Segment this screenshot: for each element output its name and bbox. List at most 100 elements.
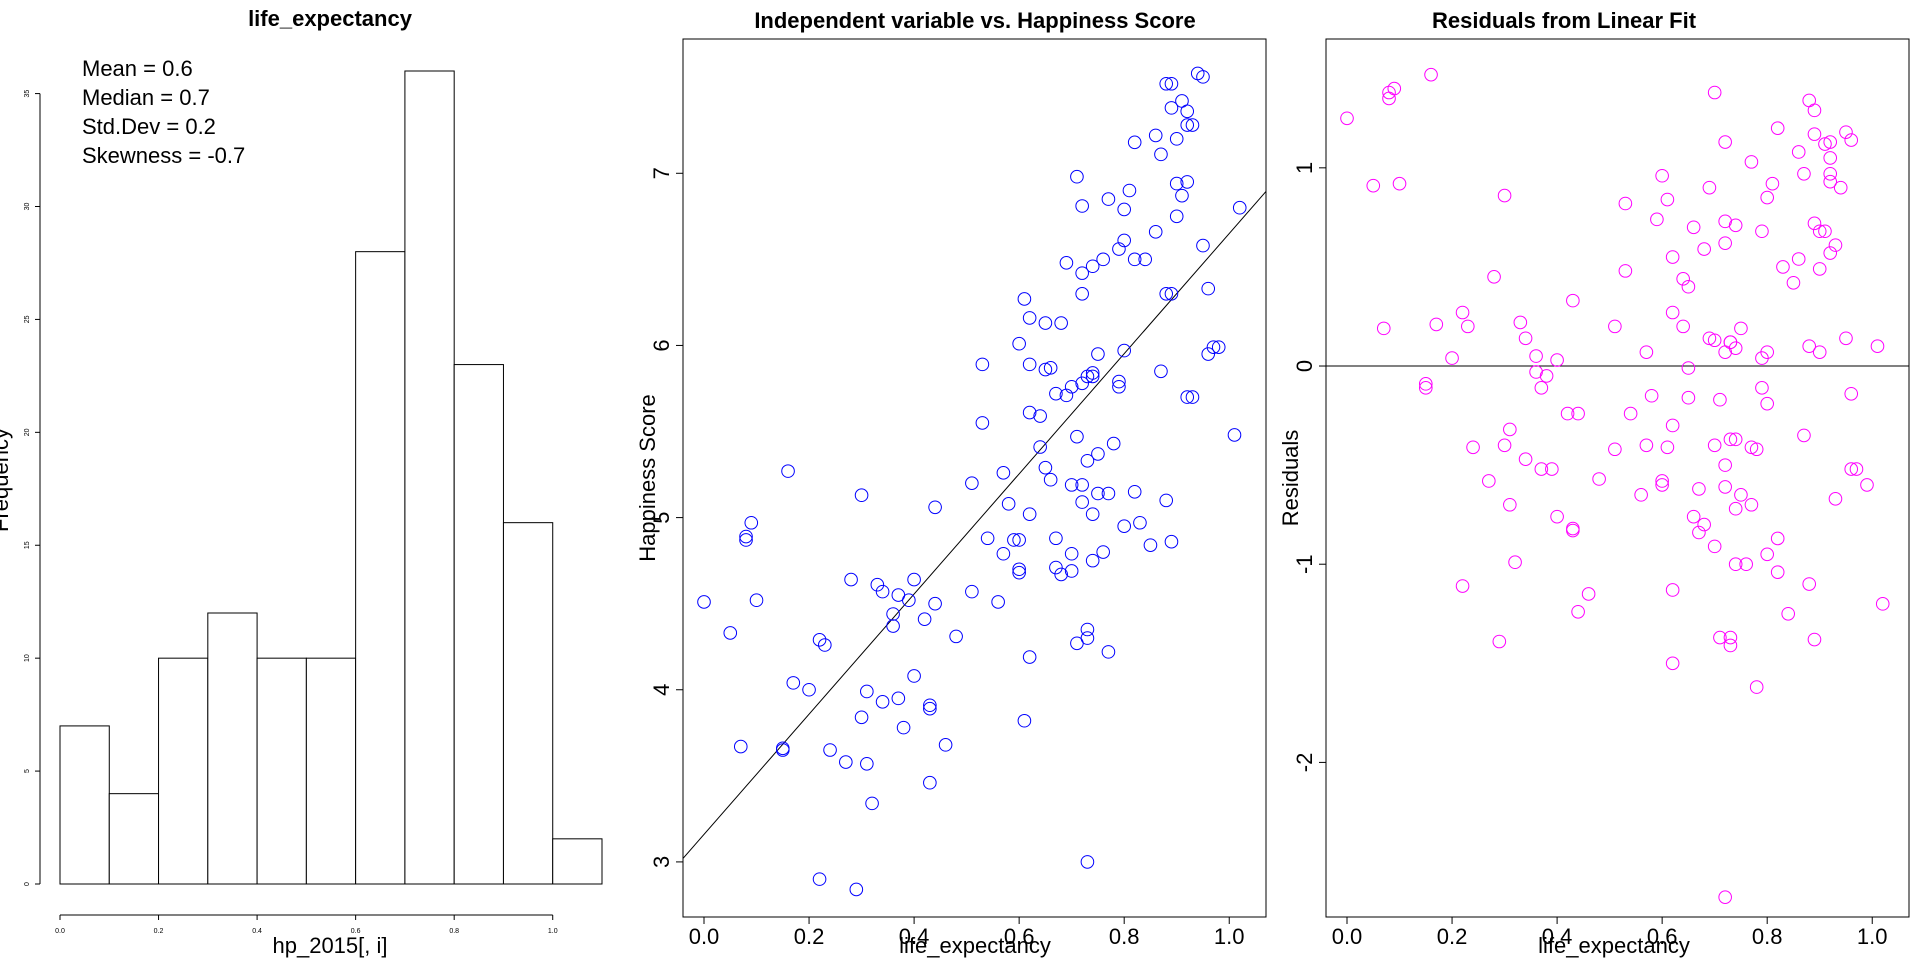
data-point [1828, 238, 1843, 252]
data-point [965, 584, 979, 599]
data-point [1723, 638, 1738, 653]
data-point [1085, 553, 1100, 568]
scatter-points [697, 66, 1247, 897]
data-point [1117, 343, 1131, 358]
data-point [1786, 275, 1801, 290]
data-point [1755, 381, 1769, 395]
y-tick-label: 4 [649, 684, 674, 696]
data-point [1718, 890, 1732, 904]
y-tick-label: 35 [24, 90, 31, 98]
data-point [1376, 321, 1391, 336]
regression-line [682, 191, 1267, 859]
data-point [949, 629, 963, 644]
data-point [1122, 183, 1137, 198]
data-point [1702, 180, 1717, 195]
x-tick-label: 0.0 [689, 924, 720, 949]
scatter-fit-line [682, 191, 1267, 859]
data-point [870, 577, 885, 592]
data-point [1012, 562, 1026, 577]
data-point [1760, 345, 1774, 359]
histogram-bar [355, 251, 406, 885]
data-point [1492, 634, 1507, 649]
y-tick-label: 5 [24, 769, 31, 773]
data-point [1022, 357, 1037, 372]
data-point [1744, 155, 1759, 169]
stat-stddev: Std.Dev = 0.2 [82, 114, 216, 139]
data-point [1091, 486, 1105, 501]
data-point [1022, 650, 1037, 664]
y-tick-label: 7 [649, 167, 674, 179]
data-point [1059, 256, 1074, 270]
data-point [980, 531, 995, 546]
data-point [1812, 224, 1827, 239]
histogram-bar [552, 838, 603, 885]
data-point [1655, 168, 1669, 183]
data-point [1665, 418, 1680, 433]
data-point [1728, 218, 1743, 233]
y-tick-label: 1 [1292, 162, 1317, 174]
data-point [1802, 93, 1817, 108]
data-point [1503, 422, 1517, 437]
data-point [1697, 517, 1711, 532]
data-point [1001, 497, 1016, 511]
data-point [1038, 316, 1053, 330]
data-point [1550, 353, 1564, 367]
data-point [781, 464, 795, 478]
y-tick-label: 0 [1292, 360, 1317, 372]
data-point [1823, 151, 1838, 165]
data-point [1823, 246, 1838, 260]
data-point [1818, 224, 1832, 239]
data-point [902, 593, 916, 608]
y-tick-label: 6 [649, 339, 674, 351]
x-tick-label: 0.8 [1109, 924, 1140, 949]
data-point [1592, 472, 1606, 486]
histogram-bar [502, 522, 554, 885]
data-point [1529, 365, 1543, 379]
data-point [1127, 135, 1142, 150]
data-point [1791, 145, 1806, 159]
data-point [1418, 381, 1433, 395]
data-point [1075, 199, 1089, 213]
data-point [1117, 519, 1131, 534]
data-point [1091, 447, 1105, 461]
data-point [744, 515, 759, 530]
data-point [1681, 279, 1696, 294]
data-point [1497, 188, 1512, 203]
data-point [1148, 128, 1163, 143]
data-point [1043, 361, 1058, 375]
data-point [1487, 270, 1501, 284]
data-point [1728, 501, 1743, 516]
data-point [860, 756, 874, 771]
x-tick-label: 0.6 [1647, 924, 1678, 949]
data-point [1713, 392, 1727, 407]
data-point [1169, 132, 1184, 146]
data-point [1085, 369, 1100, 384]
histogram-bar [108, 793, 160, 885]
histogram-y-axis: 0 5 10 15 20 25 30 35 [24, 90, 41, 886]
y-tick-label: -1 [1292, 554, 1317, 574]
scatter-y-label: Happiness Score [635, 394, 660, 562]
data-point [1164, 286, 1179, 301]
residuals-title: Residuals from Linear Fit [1432, 8, 1697, 33]
data-point [1681, 390, 1696, 405]
data-point [860, 684, 874, 699]
stat-median: Median = 0.7 [82, 85, 210, 110]
data-point [1723, 630, 1738, 645]
data-point [1802, 339, 1817, 354]
data-point [1770, 121, 1785, 135]
data-point [1007, 533, 1021, 547]
data-point [1445, 351, 1459, 365]
data-point [1823, 166, 1838, 181]
data-point [1424, 67, 1438, 82]
histogram-y-label: Frequency [0, 428, 13, 532]
histogram-bar [404, 70, 455, 885]
data-point [1466, 440, 1480, 455]
data-point [1660, 192, 1675, 207]
data-point [1707, 438, 1722, 453]
data-point [844, 572, 858, 587]
x-tick-label: 1.0 [1857, 924, 1888, 949]
data-point [1618, 196, 1633, 211]
data-point [1211, 340, 1226, 354]
data-point [1697, 242, 1711, 256]
data-point [1807, 127, 1822, 141]
